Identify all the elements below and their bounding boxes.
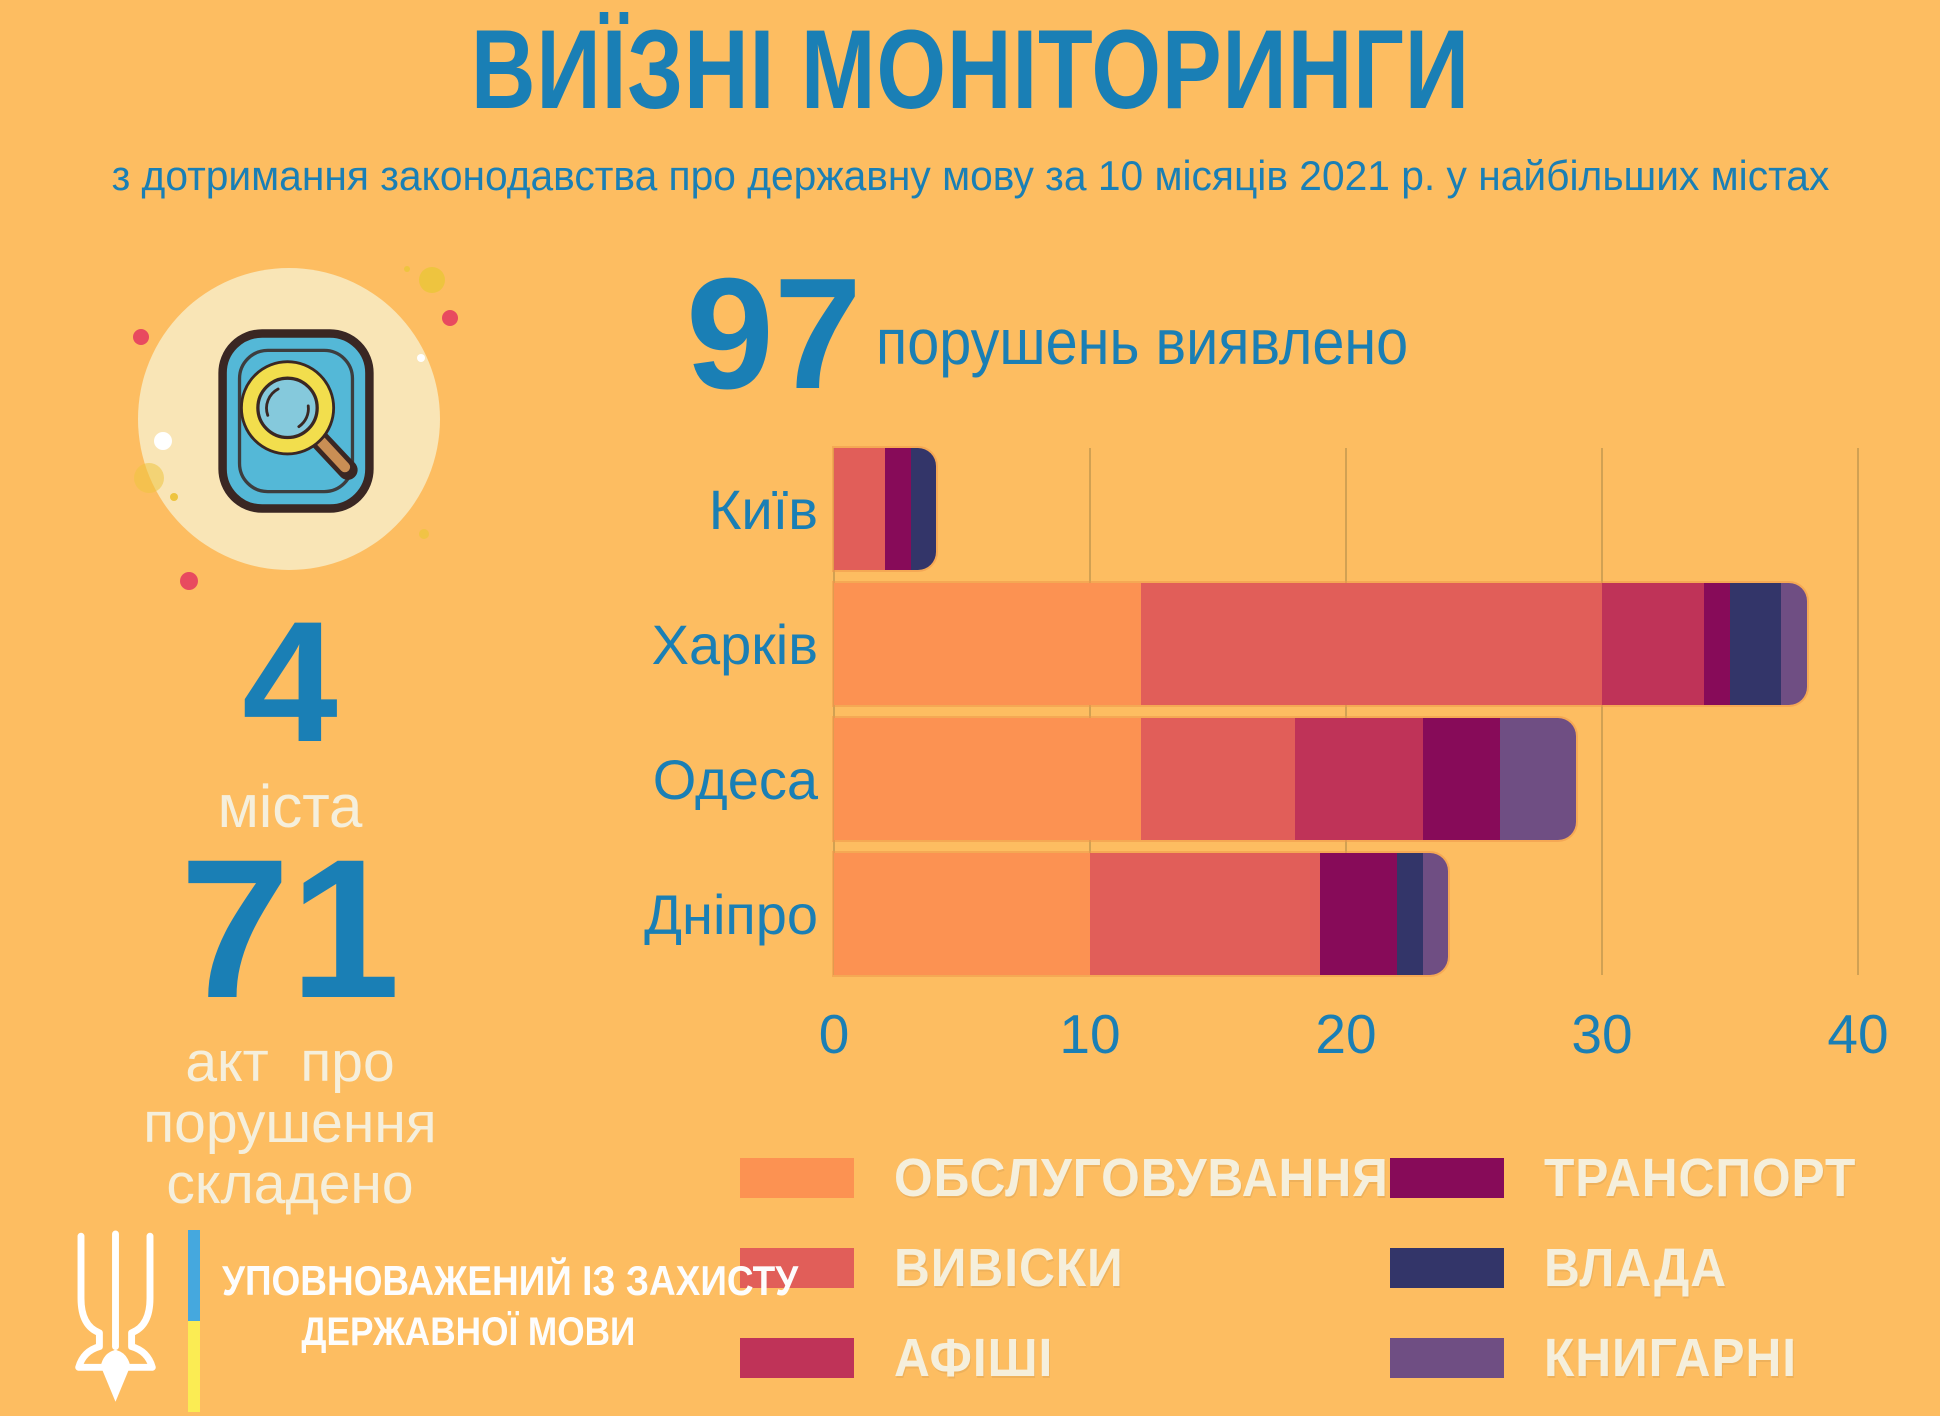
- category-label-3: Одеса: [652, 747, 818, 811]
- gridline-x-30: [1601, 448, 1603, 975]
- headline-violations-number: 97: [686, 246, 862, 422]
- ukraine-trident-logo: [75, 1230, 156, 1402]
- bar-segment: [1294, 718, 1423, 840]
- bar-segment: [1397, 853, 1423, 975]
- legend-swatch: [740, 1248, 854, 1288]
- legend-label: ВИВІСКИ: [894, 1238, 1124, 1298]
- decorative-dot-yellow: [170, 493, 178, 501]
- brand-name: УПОВНОВАЖЕНИЙ ІЗ ЗАХИСТУ ДЕРЖАВНОЇ МОВИ: [222, 1254, 799, 1355]
- bar-segment: [1320, 853, 1398, 975]
- category-label-1: Київ: [708, 477, 818, 541]
- legend-label: ВЛАДА: [1544, 1238, 1728, 1298]
- bar-segment: [1499, 718, 1577, 840]
- bar-segment: [1141, 583, 1602, 705]
- gridline-x-10: [1089, 448, 1091, 975]
- stat-acts-label: акт про порушення складено: [40, 1032, 540, 1215]
- legend-swatch: [1390, 1248, 1504, 1288]
- category-label-4: Дніпро: [644, 882, 818, 946]
- bar-segment: [1422, 718, 1500, 840]
- decorative-dot-red: [442, 310, 458, 326]
- stacked-bar-3: [834, 718, 1577, 840]
- decorative-dot-yellow: [404, 266, 410, 272]
- page-subtitle: з дотримання законодавства про державну …: [111, 152, 1829, 199]
- decorative-dot-white: [417, 354, 425, 362]
- stat-cities-number: 4: [242, 586, 338, 778]
- legend-label: КНИГАРНІ: [1544, 1328, 1797, 1388]
- legend-item: ТРАНСПОРТ: [1390, 1148, 1883, 1208]
- legend-swatch: [1390, 1338, 1504, 1378]
- x-axis-tick-30: 30: [1571, 1003, 1633, 1065]
- stacked-bar-4: [834, 853, 1449, 975]
- legend-swatch: [740, 1338, 854, 1378]
- legend-label: АФІШІ: [894, 1328, 1054, 1388]
- bar-segment: [834, 448, 886, 570]
- legend-swatch: [740, 1158, 854, 1198]
- bar-segment: [1781, 583, 1807, 705]
- page-title: ВИЇЗНІ МОНІТОРИНГИ: [470, 7, 1470, 132]
- subheader: з дотримання законодавства про державну …: [0, 152, 1940, 200]
- stat-acts-line3: складено: [166, 1151, 414, 1216]
- legend-item: ВИВІСКИ: [740, 1238, 1432, 1298]
- ukraine-flag-bar: [188, 1230, 200, 1412]
- x-axis-tick-40: 40: [1827, 1003, 1889, 1065]
- bar-segment: [1422, 853, 1449, 975]
- stat-cities-label: міста: [217, 773, 363, 840]
- stat-acts-number: 71: [179, 818, 401, 1039]
- decorative-dot-red: [180, 572, 198, 590]
- legend-label: ТРАНСПОРТ: [1544, 1148, 1857, 1208]
- stat-acts-line2: порушення: [143, 1090, 437, 1155]
- category-label-2: Харків: [651, 612, 818, 676]
- bar-segment: [1729, 583, 1782, 705]
- bar-segment: [834, 853, 1090, 975]
- brand-line1: УПОВНОВАЖЕНИЙ ІЗ ЗАХИСТУ: [222, 1257, 799, 1304]
- bar-segment: [1704, 583, 1730, 705]
- stacked-bar-2: [834, 583, 1807, 705]
- decorative-dot-yellow: [134, 463, 164, 493]
- bar-segment: [1141, 718, 1295, 840]
- decorative-dot-yellow: [419, 267, 445, 293]
- bar-segment: [910, 448, 937, 570]
- bar-segment: [1090, 853, 1321, 975]
- x-axis-tick-20: 20: [1315, 1003, 1377, 1065]
- decorative-dot-white: [154, 432, 172, 450]
- bar-segment: [834, 718, 1142, 840]
- legend-label: ОБСЛУГОВУВАННЯ: [894, 1148, 1389, 1208]
- gridline-x-0: [833, 448, 835, 975]
- legend-item: АФІШІ: [740, 1328, 1432, 1388]
- legend-column-right: ТРАНСПОРТ ВЛАДА КНИГАРНІ: [1390, 1148, 1883, 1388]
- gridline-x-20: [1345, 448, 1347, 975]
- stat-acts-line1: акт про: [185, 1030, 395, 1094]
- legend-swatch: [1390, 1158, 1504, 1198]
- header: ВИЇЗНІ МОНІТОРИНГИ: [0, 14, 1940, 126]
- stacked-bar-1: [834, 448, 937, 570]
- bar-segment: [885, 448, 911, 570]
- bar-segment: [834, 583, 1142, 705]
- legend-item: КНИГАРНІ: [1390, 1328, 1883, 1388]
- headline-violations-label: порушень виявлено: [876, 306, 1409, 378]
- brand-line2: ДЕРЖАВНОЇ МОВИ: [301, 1309, 636, 1354]
- legend-item: ВЛАДА: [1390, 1238, 1883, 1298]
- magnifier-search-icon: [218, 329, 374, 513]
- decorative-dot-yellow: [419, 529, 429, 539]
- decorative-dot-red: [133, 329, 149, 345]
- x-axis-tick-0: 0: [818, 1003, 850, 1065]
- legend-column-left: ОБСЛУГОВУВАННЯ ВИВІСКИ АФІШІ: [740, 1148, 1432, 1388]
- gridline-x-40: [1857, 448, 1859, 975]
- x-axis-tick-10: 10: [1059, 1003, 1121, 1065]
- bar-segment: [1601, 583, 1705, 705]
- legend-item: ОБСЛУГОВУВАННЯ: [740, 1148, 1432, 1208]
